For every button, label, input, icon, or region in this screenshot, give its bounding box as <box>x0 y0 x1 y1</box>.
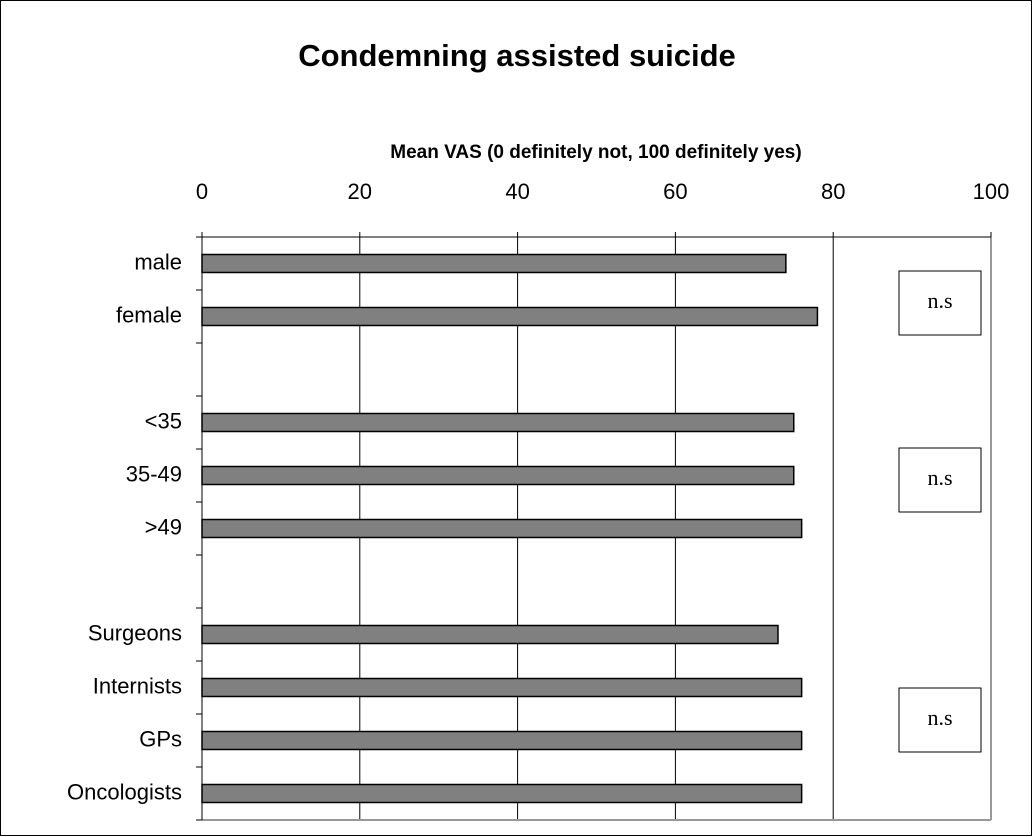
y-tick-label: female <box>116 302 182 327</box>
x-tick-label: 0 <box>196 179 208 204</box>
bar <box>201 465 795 486</box>
x-axis-label: Mean VAS (0 definitely not, 100 definite… <box>390 142 801 163</box>
y-tick-label: GPs <box>139 726 182 751</box>
bar <box>201 253 787 274</box>
y-tick-label: Surgeons <box>88 620 182 645</box>
annotation: n.s <box>927 465 952 490</box>
annotation-box <box>898 270 982 336</box>
bar <box>201 677 803 698</box>
x-tick-label: 100 <box>973 179 1010 204</box>
annotation: n.s <box>927 288 952 313</box>
x-tick-label: 40 <box>505 179 529 204</box>
x-tick-label: 20 <box>348 179 372 204</box>
y-tick-label: 35-49 <box>126 461 182 486</box>
bar <box>201 412 795 433</box>
x-tick-label: 80 <box>821 179 845 204</box>
annotation: n.s <box>927 705 952 730</box>
annotation-box <box>898 447 982 513</box>
y-tick-label: Internists <box>93 673 182 698</box>
bar <box>201 730 803 751</box>
bar <box>201 518 803 539</box>
y-tick-label: >49 <box>145 514 182 539</box>
bar <box>201 624 779 645</box>
y-tick-label: <35 <box>145 408 182 433</box>
chart-title: Condemning assisted suicide <box>298 38 736 73</box>
bar <box>201 306 819 327</box>
x-tick-label: 60 <box>663 179 687 204</box>
annotation-box <box>898 687 982 753</box>
bar <box>201 783 803 804</box>
y-tick-label: male <box>134 249 182 274</box>
y-tick-label: Oncologists <box>67 779 182 804</box>
